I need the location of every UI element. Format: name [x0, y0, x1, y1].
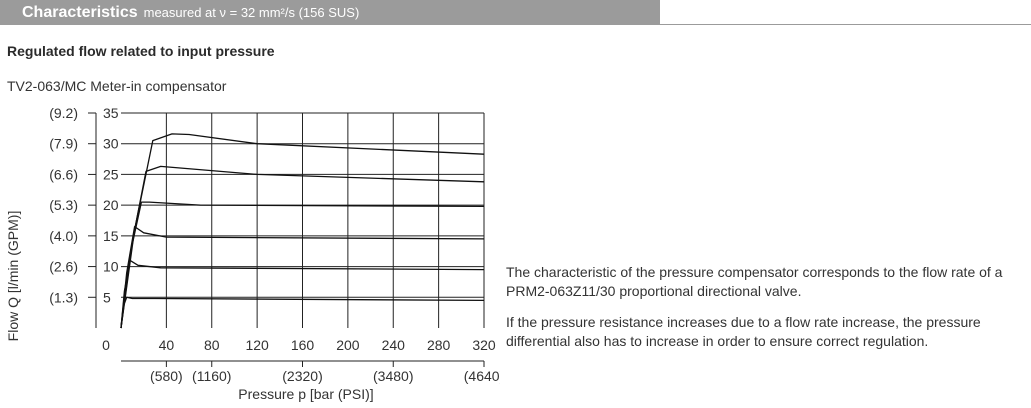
- y-tick-label-25: 25: [103, 166, 119, 182]
- x-secondary-label-320: (4640): [464, 368, 500, 384]
- x-secondary-label-160: (2320): [282, 368, 322, 384]
- x-tick-label-0: 0: [102, 337, 110, 353]
- y-secondary-label-15: (4.0): [49, 228, 78, 244]
- x-tick-label-280: 280: [427, 337, 451, 353]
- y-secondary-label-30: (7.9): [49, 136, 78, 152]
- section-title: Regulated flow related to input pressure: [7, 43, 275, 59]
- description-paragraph-1: The characteristic of the pressure compe…: [506, 264, 1003, 299]
- y-tick-label-20: 20: [103, 197, 119, 213]
- y-secondary-label-20: (5.3): [49, 197, 78, 213]
- y-tick-label-15: 15: [103, 228, 119, 244]
- y-axis-label: Flow Q [l/min (GPM)]: [5, 211, 21, 342]
- y-secondary-label-5: (1.3): [49, 289, 78, 305]
- y-tick-label-10: 10: [103, 259, 119, 275]
- x-tick-label-320: 320: [472, 337, 496, 353]
- x-tick-label-80: 80: [204, 337, 220, 353]
- y-secondary-label-35: (9.2): [49, 105, 78, 121]
- x-tick-label-200: 200: [336, 337, 360, 353]
- header-rule: [660, 24, 1031, 25]
- series-line-6: [120, 133, 485, 329]
- y-tick-label-5: 5: [103, 289, 111, 305]
- chart-title: TV2-063/MC Meter-in compensator: [7, 78, 227, 94]
- x-secondary-label-80: (1160): [192, 368, 231, 384]
- y-tick-label-35: 35: [103, 105, 119, 121]
- y-secondary-label-25: (6.6): [49, 166, 78, 182]
- y-tick-label-30: 30: [103, 136, 119, 152]
- y-secondary-label-10: (2.6): [49, 259, 78, 275]
- x-tick-label-240: 240: [382, 337, 406, 353]
- x-secondary-label-40: (580): [150, 368, 183, 384]
- characteristics-header: Characteristics measured at ν = 32 mm²/s…: [0, 0, 660, 25]
- x-secondary-label-240: (3480): [373, 368, 413, 384]
- header-subtitle: measured at ν = 32 mm²/s (156 SUS): [143, 5, 360, 20]
- x-tick-label-120: 120: [245, 337, 269, 353]
- x-tick-label-160: 160: [291, 337, 315, 353]
- flow-pressure-chart: 5 10 15 20 25 30 35 (1.3) (2.6) (4.0) (5.3) (6.6) (7…: [5, 105, 500, 402]
- description-paragraph-2: If the pressure resistance increases due…: [506, 314, 981, 349]
- header-title: Characteristics: [22, 3, 138, 21]
- x-axis-label: Pressure p [bar (PSI)]: [238, 386, 373, 402]
- series-line-3: [120, 225, 485, 329]
- x-tick-label-40: 40: [159, 337, 175, 353]
